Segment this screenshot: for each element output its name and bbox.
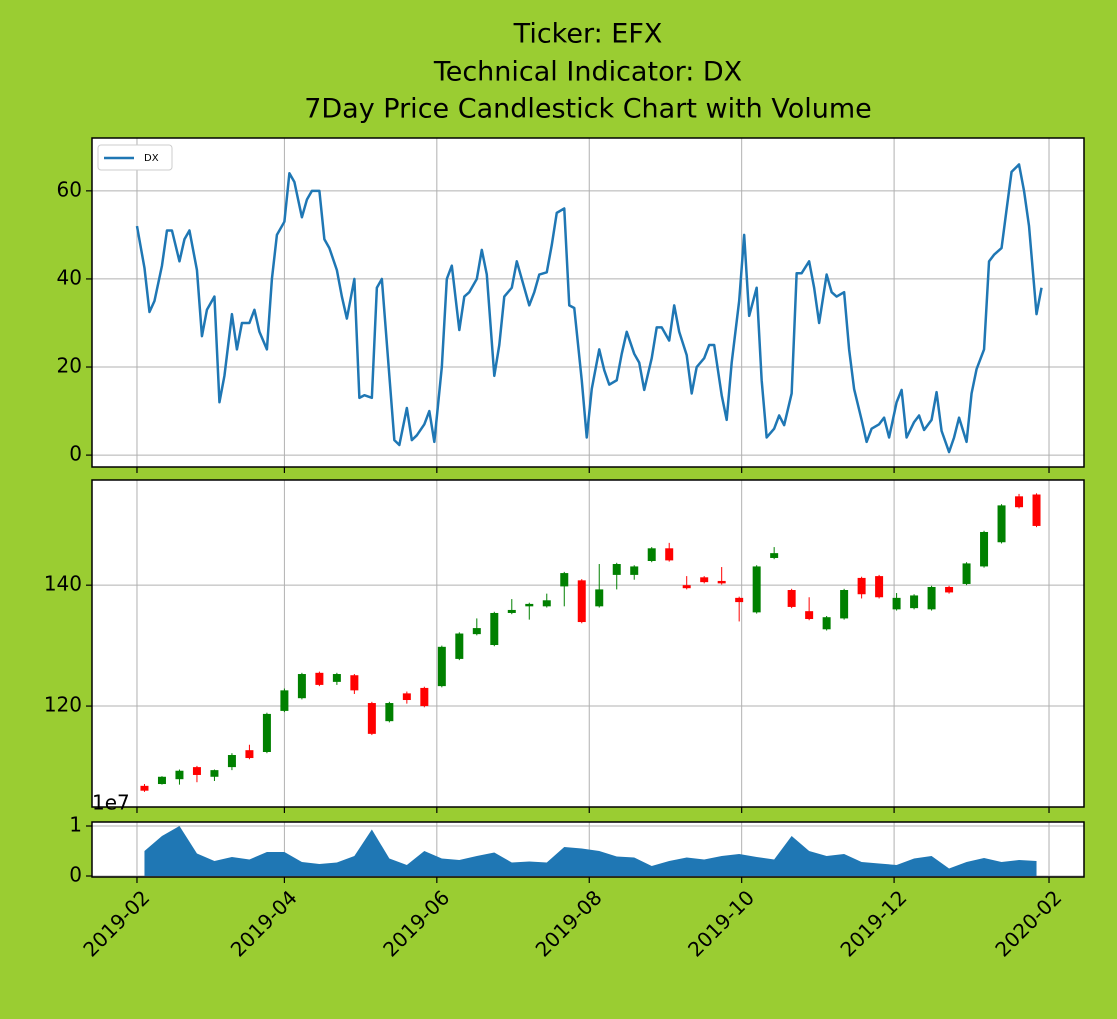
candle-body <box>210 770 219 777</box>
y-tick-label: 20 <box>57 354 82 378</box>
candle-body <box>665 548 674 561</box>
candle-body <box>262 713 271 752</box>
candle-body <box>227 755 236 768</box>
candle-body <box>332 674 341 682</box>
candle-body <box>647 548 656 561</box>
candle-body <box>595 589 604 607</box>
candle-body <box>892 597 901 610</box>
candle-body <box>490 612 499 646</box>
candle-body <box>192 767 201 775</box>
candle-body <box>735 597 744 603</box>
volume-area <box>144 826 1037 876</box>
candle-body <box>280 690 289 711</box>
candle-body <box>385 703 394 722</box>
legend-box <box>97 144 173 171</box>
dx-line <box>135 163 1043 454</box>
candle-body <box>507 609 516 613</box>
candle-body <box>367 703 376 734</box>
candle-body <box>420 687 429 707</box>
candle-body <box>857 577 866 595</box>
offset-text: 1e7 <box>92 791 130 815</box>
candle-body <box>140 785 149 791</box>
candle-body <box>437 646 446 687</box>
candle-body <box>997 505 1006 543</box>
grid <box>92 480 1084 807</box>
candle-body <box>822 617 831 630</box>
title-line: Technical Indicator: DX <box>433 57 742 88</box>
candle-body <box>542 600 551 607</box>
y-tick-label: 0 <box>69 442 82 466</box>
candle-body <box>157 776 166 785</box>
candle-body <box>472 628 481 635</box>
candle-body <box>1015 496 1024 508</box>
y-tick-label: 40 <box>57 265 82 289</box>
candle-body <box>840 590 849 619</box>
candle-body <box>630 566 639 575</box>
candle-body <box>770 553 779 558</box>
candle-body <box>910 595 919 609</box>
plot-area <box>92 138 1084 467</box>
candle-body <box>875 576 884 598</box>
candle-body <box>560 573 569 587</box>
candle-body <box>315 672 324 685</box>
legend: DX <box>97 144 173 171</box>
candle-body <box>525 603 534 607</box>
candle-body <box>245 750 254 759</box>
candle-body <box>805 611 814 620</box>
candle-body <box>945 586 954 593</box>
candle-body <box>700 577 709 583</box>
y-tick-label: 1 <box>69 813 82 837</box>
y-tick-label: 0 <box>69 863 82 887</box>
candle-body <box>350 675 359 691</box>
candle-body <box>787 590 796 607</box>
legend-label: DX <box>144 153 159 164</box>
plot-frame <box>91 137 1085 468</box>
candle-body <box>752 566 761 613</box>
candle-body <box>980 531 989 567</box>
candle-body <box>297 674 306 699</box>
title-line: Ticker: EFX <box>513 19 663 50</box>
candle-body <box>962 563 971 584</box>
candle-body <box>455 633 464 659</box>
candle-body <box>402 693 411 701</box>
candle-body <box>577 580 586 623</box>
y-tick-label: 60 <box>57 177 82 201</box>
grid <box>92 138 1084 467</box>
candle-body <box>612 564 621 575</box>
title-line: 7Day Price Candlestick Chart with Volume <box>304 94 872 125</box>
y-tick-label: 140 <box>44 572 82 596</box>
plot-area <box>92 480 1084 807</box>
candle-body <box>927 586 936 610</box>
y-tick-label: 120 <box>44 693 82 717</box>
plot-frame <box>91 479 1085 808</box>
candle-body <box>175 770 184 780</box>
candle-body <box>682 585 691 589</box>
plot-frame <box>91 821 1085 878</box>
candle-body <box>1032 494 1041 526</box>
candle-body <box>717 580 726 584</box>
